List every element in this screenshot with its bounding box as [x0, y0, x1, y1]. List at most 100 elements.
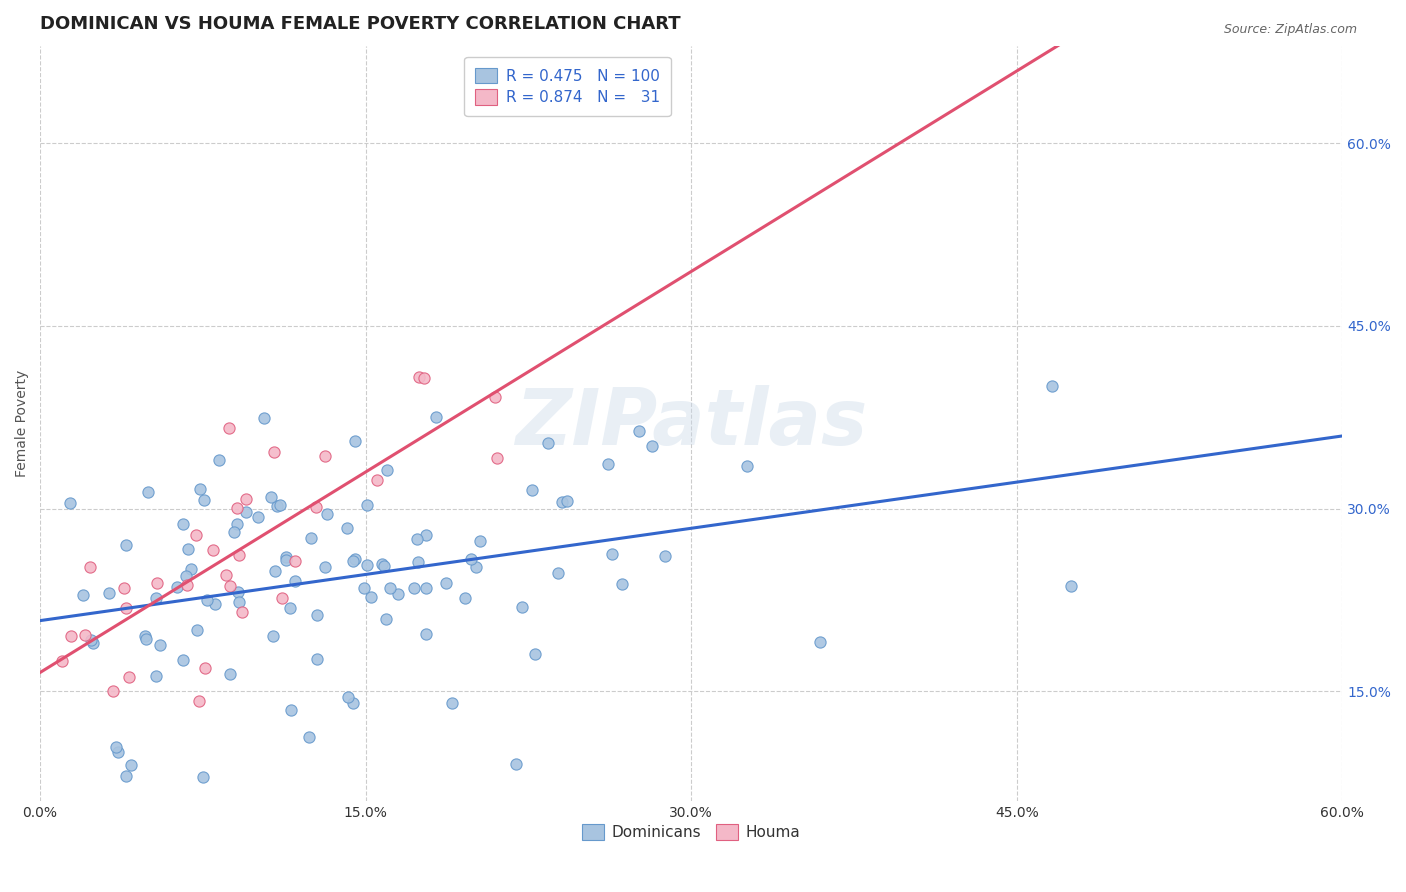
Point: [188, 482, 211, 496]
Point: [454, 591, 477, 605]
Point: [641, 439, 664, 453]
Point: [145, 669, 167, 683]
Point: [246, 510, 269, 524]
Point: [194, 660, 217, 674]
Point: [59, 496, 82, 510]
Y-axis label: Female Poverty: Female Poverty: [15, 369, 30, 477]
Point: [460, 551, 482, 566]
Point: [59, 629, 82, 643]
Point: [425, 409, 447, 424]
Point: [218, 579, 240, 593]
Point: [118, 670, 141, 684]
Point: [120, 758, 142, 772]
Point: [356, 558, 378, 572]
Point: [510, 599, 533, 614]
Point: [440, 697, 463, 711]
Point: [305, 607, 328, 622]
Point: [353, 581, 375, 595]
Point: [101, 683, 124, 698]
Point: [484, 390, 506, 404]
Point: [193, 492, 215, 507]
Point: [176, 578, 198, 592]
Point: [180, 562, 202, 576]
Point: [79, 560, 101, 574]
Point: [305, 652, 328, 666]
Point: [596, 457, 619, 471]
Point: [135, 632, 157, 647]
Point: [145, 591, 167, 605]
Point: [344, 552, 367, 566]
Point: [260, 490, 283, 504]
Point: [557, 493, 579, 508]
Point: [336, 521, 359, 535]
Point: [405, 532, 427, 546]
Point: [737, 458, 759, 473]
Point: [235, 491, 257, 506]
Point: [97, 586, 120, 600]
Point: [654, 549, 676, 564]
Point: [146, 576, 169, 591]
Point: [172, 653, 194, 667]
Point: [134, 629, 156, 643]
Point: [284, 574, 307, 589]
Point: [136, 484, 159, 499]
Point: [115, 538, 138, 552]
Point: [436, 576, 458, 591]
Point: [612, 577, 634, 591]
Text: ZIPatlas: ZIPatlas: [515, 385, 868, 461]
Point: [266, 499, 288, 513]
Point: [374, 612, 396, 626]
Point: [186, 623, 208, 637]
Legend: Dominicans, Houma: Dominicans, Houma: [576, 818, 806, 847]
Point: [415, 627, 437, 641]
Point: [278, 601, 301, 615]
Point: [263, 444, 285, 458]
Point: [520, 483, 543, 497]
Point: [415, 527, 437, 541]
Point: [214, 567, 236, 582]
Point: [115, 601, 138, 615]
Point: [191, 771, 214, 785]
Point: [314, 559, 336, 574]
Point: [305, 500, 328, 514]
Point: [415, 582, 437, 596]
Point: [375, 463, 398, 477]
Point: [172, 516, 194, 531]
Point: [184, 527, 207, 541]
Point: [177, 541, 200, 556]
Point: [406, 555, 429, 569]
Point: [413, 371, 436, 385]
Point: [628, 424, 651, 438]
Point: [1040, 378, 1063, 392]
Point: [226, 585, 249, 599]
Point: [218, 421, 240, 435]
Point: [219, 666, 242, 681]
Point: [360, 590, 382, 604]
Point: [207, 453, 229, 467]
Point: [253, 411, 276, 425]
Point: [408, 369, 430, 384]
Point: [537, 436, 560, 450]
Point: [297, 730, 319, 744]
Point: [224, 524, 246, 539]
Point: [373, 558, 395, 573]
Point: [505, 756, 527, 771]
Point: [226, 501, 249, 516]
Point: [342, 696, 364, 710]
Point: [342, 554, 364, 568]
Point: [204, 598, 226, 612]
Point: [235, 505, 257, 519]
Text: DOMINICAN VS HOUMA FEMALE POVERTY CORRELATION CHART: DOMINICAN VS HOUMA FEMALE POVERTY CORREL…: [41, 15, 681, 33]
Point: [344, 434, 367, 448]
Point: [228, 595, 250, 609]
Point: [149, 638, 172, 652]
Point: [80, 632, 103, 647]
Point: [228, 548, 250, 562]
Point: [82, 636, 104, 650]
Point: [201, 542, 224, 557]
Point: [264, 564, 287, 578]
Point: [188, 694, 211, 708]
Point: [380, 582, 402, 596]
Point: [75, 627, 97, 641]
Point: [387, 586, 409, 600]
